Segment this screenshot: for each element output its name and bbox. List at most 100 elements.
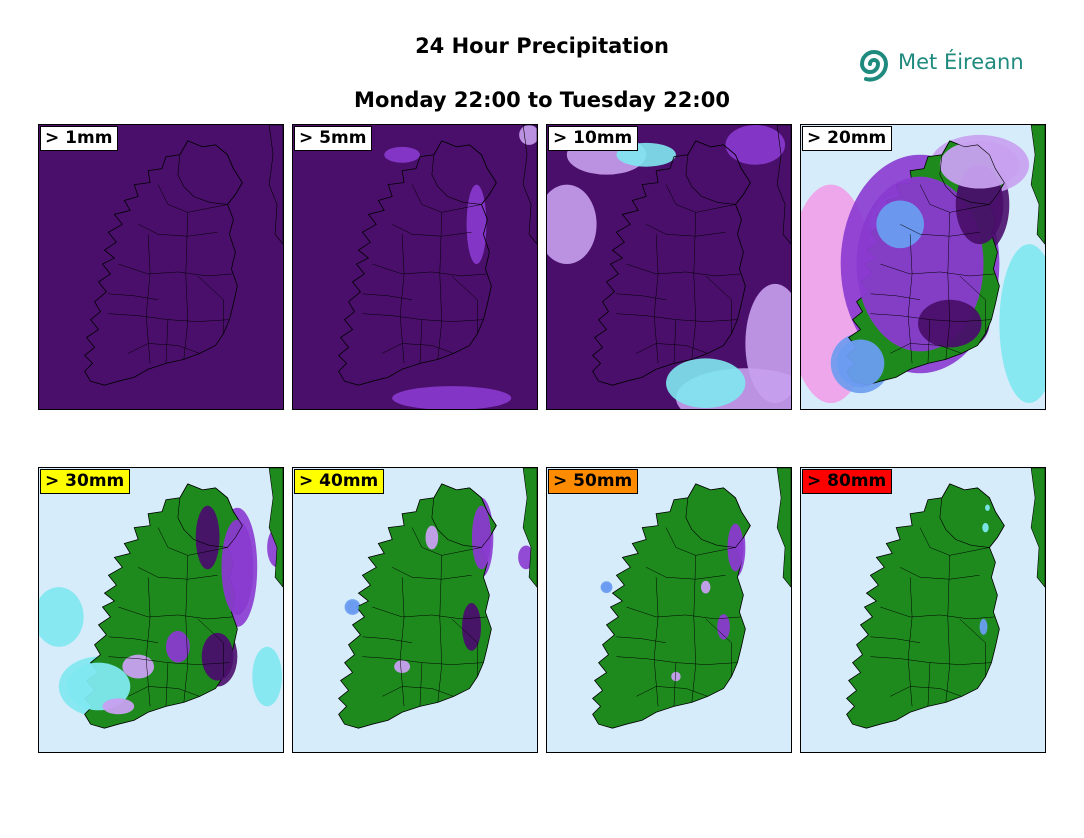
ni-border — [685, 140, 751, 205]
county-border — [890, 343, 962, 354]
county-border — [128, 686, 200, 697]
rain-area — [717, 614, 730, 640]
ni-border — [685, 483, 751, 548]
map-graphic — [547, 468, 791, 752]
county-border — [870, 293, 921, 301]
county-border — [183, 555, 189, 703]
map-panel-20mm: > 20mm — [800, 124, 1046, 410]
britain-edge — [776, 125, 791, 245]
county-border — [646, 567, 726, 580]
spiral-logo-icon — [859, 50, 889, 82]
threshold-label: > 20mm — [802, 126, 893, 151]
threshold-label: > 50mm — [548, 469, 639, 494]
map-graphic — [293, 468, 537, 752]
rain-area — [700, 580, 711, 594]
rain-area — [671, 671, 681, 682]
rain-area — [601, 582, 612, 592]
rain-area — [39, 587, 84, 647]
britain-edge — [522, 468, 537, 588]
map-graphic — [39, 125, 283, 409]
county-border — [451, 618, 478, 677]
county-border — [705, 618, 732, 677]
rain-area — [195, 505, 220, 570]
britain-edge — [522, 125, 537, 245]
county-border — [362, 636, 413, 644]
rain-area — [462, 603, 482, 651]
county-border — [138, 224, 218, 237]
ni-border — [177, 483, 243, 548]
county-border — [392, 567, 472, 580]
map-panel-1mm: > 1mm — [38, 124, 284, 410]
threshold-label: > 40mm — [294, 469, 385, 494]
ireland-outline — [338, 140, 497, 386]
map-graphic — [801, 125, 1045, 409]
chart-title: 24 Hour Precipitation — [415, 34, 669, 58]
county-border — [870, 313, 992, 322]
ni-border — [431, 140, 497, 205]
map-panel-5mm: > 5mm — [292, 124, 538, 410]
county-border — [382, 686, 454, 697]
ni-border — [939, 140, 1005, 205]
rain-area — [392, 386, 512, 409]
met-eireann-logo: Met Éireann — [852, 36, 1042, 92]
county-border — [165, 662, 169, 707]
county-border — [673, 662, 677, 707]
county-border — [665, 184, 736, 213]
county-border — [705, 275, 732, 334]
county-border — [419, 319, 423, 364]
rain-area — [471, 505, 491, 570]
rain-area — [394, 660, 411, 673]
county-border — [372, 606, 487, 620]
britain-edge — [776, 468, 791, 588]
county-border — [399, 577, 405, 707]
rain-area — [384, 146, 420, 163]
threshold-label: > 30mm — [40, 469, 131, 494]
county-border — [108, 636, 159, 644]
britain-edge — [1030, 468, 1045, 588]
logo-text: Met Éireann — [898, 50, 1024, 74]
ireland-outline — [592, 483, 751, 729]
britain-edge — [268, 125, 283, 245]
rain-area — [985, 504, 990, 511]
county-border — [626, 263, 741, 277]
county-border — [382, 343, 454, 354]
county-border — [927, 319, 931, 364]
map-background — [39, 125, 283, 409]
ni-border — [431, 483, 497, 548]
rain-area — [999, 244, 1045, 404]
ni-border — [177, 140, 243, 205]
county-border — [653, 577, 659, 707]
county-border — [959, 618, 986, 677]
ireland-outline — [338, 483, 497, 729]
rain-area — [666, 358, 746, 409]
rain-area — [122, 654, 155, 679]
county-border — [118, 606, 233, 620]
county-border — [890, 686, 962, 697]
county-border — [945, 212, 951, 360]
county-border — [197, 275, 224, 334]
ireland-outline — [84, 140, 243, 386]
rain-area — [466, 184, 487, 265]
map-panel-80mm: > 80mm — [800, 467, 1046, 753]
map-panel-50mm: > 50mm — [546, 467, 792, 753]
county-border — [626, 606, 741, 620]
county-border — [372, 263, 487, 277]
county-border — [451, 275, 478, 334]
county-border — [399, 234, 405, 364]
county-border — [945, 555, 951, 703]
county-border — [900, 567, 980, 580]
county-border — [907, 577, 913, 707]
rain-area — [725, 125, 786, 165]
county-border — [927, 662, 931, 707]
rain-area — [425, 525, 439, 550]
county-border — [673, 319, 677, 364]
county-border — [691, 555, 697, 703]
county-border — [691, 212, 697, 360]
county-border — [636, 343, 708, 354]
county-border — [362, 293, 413, 301]
county-border — [145, 234, 151, 364]
map-background — [293, 125, 537, 409]
chart-subtitle: Monday 22:00 to Tuesday 22:00 — [354, 88, 730, 112]
county-border — [183, 212, 189, 360]
rain-area — [66, 662, 131, 711]
